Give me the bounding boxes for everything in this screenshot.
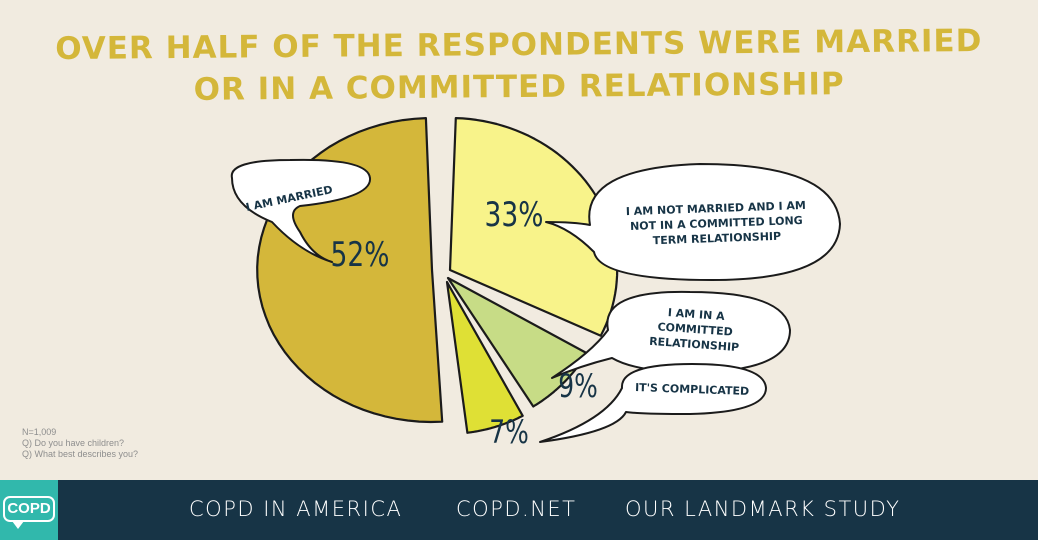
slice-percent-married: 52% [331, 236, 390, 275]
copd-logo-text: COPD [3, 496, 55, 522]
pie-chart: I AM MARRIED I AM NOT MARRIED AND I AMNOT… [230, 117, 841, 451]
slice-percent-committed-relationship: 9% [558, 367, 598, 405]
footer-bar: COPD COPD IN AMERICA COPD.NET OUR LANDMA… [0, 480, 1038, 540]
slice-percent-not-committed: 33% [485, 196, 544, 235]
footer-link-copd-in-america[interactable]: COPD IN AMERICA [189, 497, 403, 521]
pie-slice-not-committed [448, 117, 619, 337]
footer-link-landmark-study[interactable]: OUR LANDMARK STUDY [625, 497, 901, 521]
speech-bubble-tail-icon [12, 521, 24, 529]
survey-notes: N=1,009 Q) Do you have children? Q) What… [22, 427, 138, 460]
slice-label-not-committed: I AM NOT MARRIED AND I AMNOT IN A COMMIT… [626, 199, 808, 248]
question-1: Q) Do you have children? [22, 438, 125, 448]
copd-logo[interactable]: COPD [0, 480, 58, 540]
footer-link-copd-net[interactable]: COPD.NET [456, 497, 577, 521]
slice-label-committed-relationship: I AM IN ACOMMITTEDRELATIONSHIP [649, 305, 742, 354]
sample-size: N=1,009 [22, 427, 57, 437]
slice-label-complicated: IT'S COMPLICATED [635, 381, 750, 398]
speech-bubble-not-committed [545, 163, 841, 281]
speech-bubble-married [230, 158, 371, 263]
slice-percent-complicated: 7% [489, 413, 529, 451]
question-2: Q) What best describes you? [22, 449, 139, 459]
pie-slice-complicated [445, 280, 524, 434]
speech-bubble-complicated [539, 363, 767, 443]
